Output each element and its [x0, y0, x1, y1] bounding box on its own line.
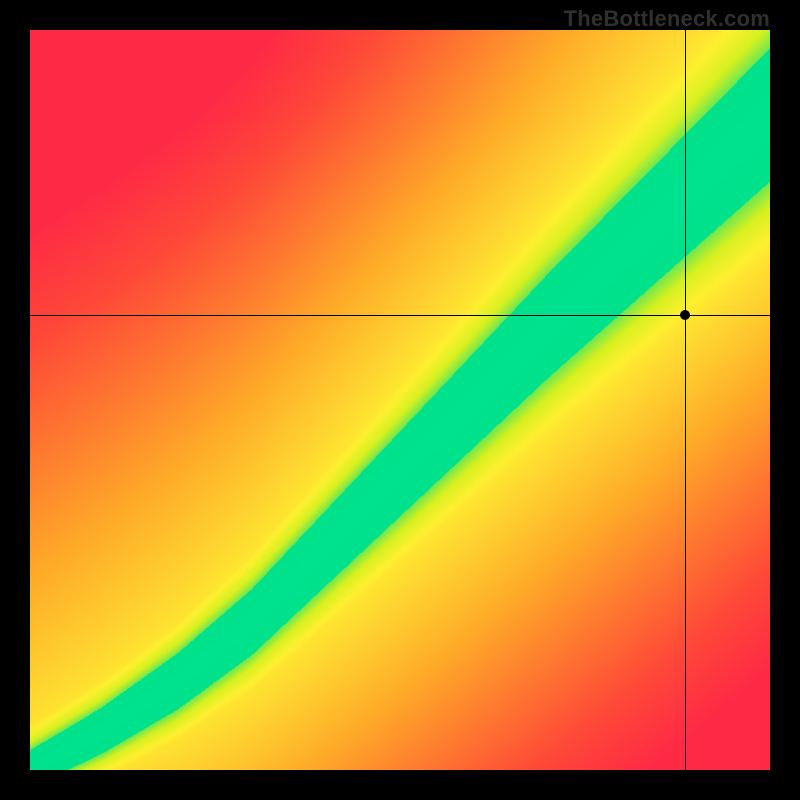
plot-area [30, 30, 770, 770]
watermark-text: TheBottleneck.com [564, 6, 770, 32]
bottleneck-heatmap [30, 30, 770, 770]
crosshair-marker [680, 310, 690, 320]
crosshair-vertical [685, 30, 686, 770]
crosshair-horizontal [30, 315, 770, 316]
